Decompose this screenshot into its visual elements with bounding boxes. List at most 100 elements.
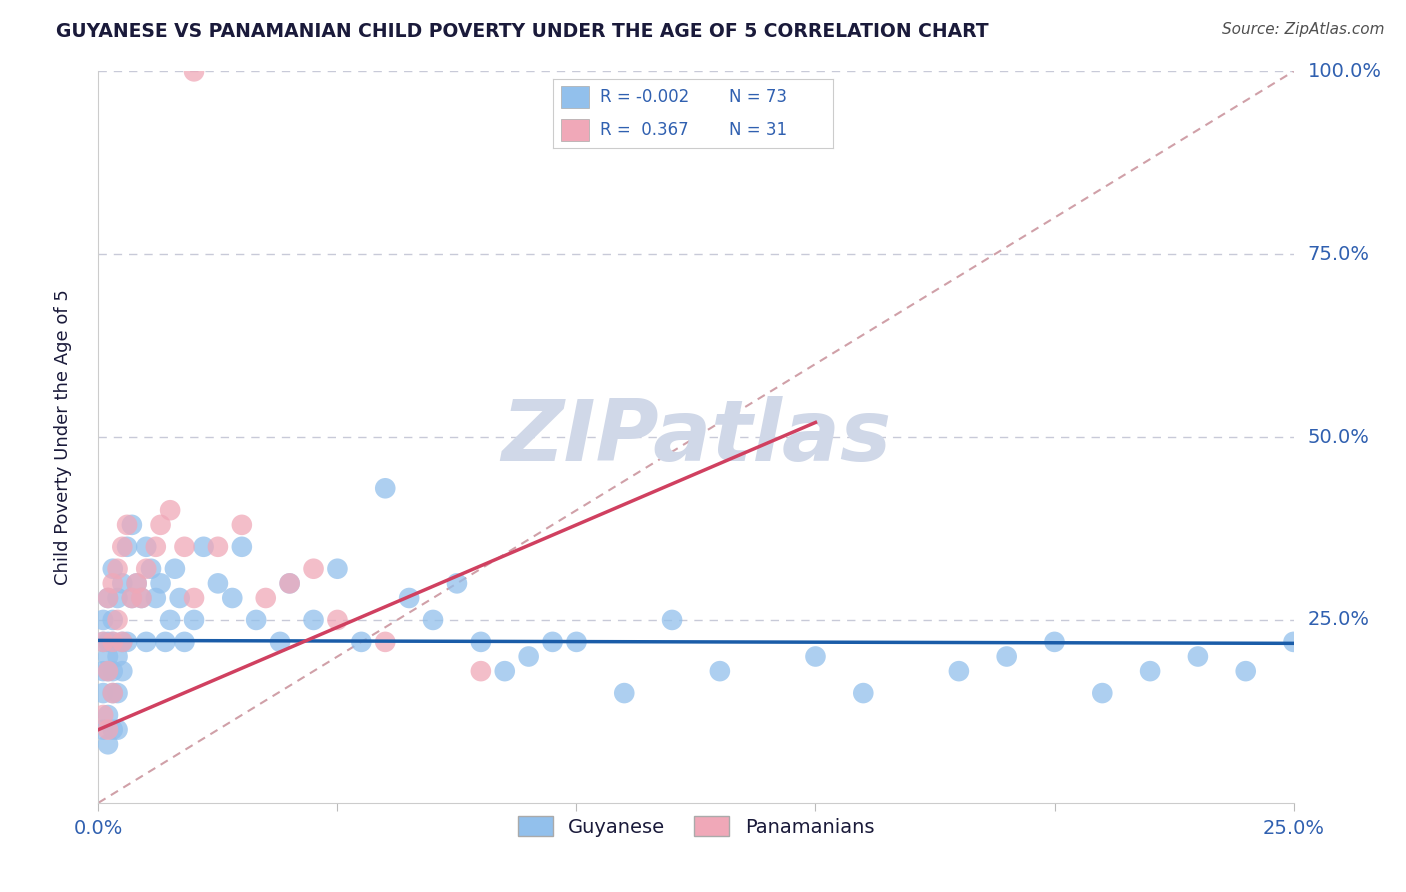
Point (470, 635, 492, 649)
Point (111, 635, 134, 649)
Point (91, 635, 114, 649)
Point (121, 517, 143, 532)
Point (852, 686, 875, 700)
Point (422, 613, 444, 627)
Y-axis label: Child Poverty Under the Age of 5: Child Poverty Under the Age of 5 (53, 289, 72, 585)
Point (101, 613, 124, 627)
Text: GUYANESE VS PANAMANIAN CHILD POVERTY UNDER THE AGE OF 5 CORRELATION CHART: GUYANESE VS PANAMANIAN CHILD POVERTY UND… (56, 22, 988, 41)
Point (254, 591, 277, 605)
Point (135, 540, 157, 554)
Point (159, 613, 181, 627)
Point (661, 613, 683, 627)
Point (1091, 686, 1114, 700)
Point (245, 613, 267, 627)
Point (149, 576, 172, 591)
Point (101, 562, 124, 576)
Point (121, 591, 143, 605)
Point (97, 723, 120, 737)
Point (101, 635, 124, 649)
Point (446, 576, 468, 591)
Point (398, 591, 420, 605)
Point (115, 635, 138, 649)
Point (145, 540, 167, 554)
Point (183, 591, 205, 605)
Point (135, 635, 157, 649)
Point (173, 540, 195, 554)
Point (163, 562, 186, 576)
Point (541, 635, 564, 649)
Point (115, 540, 138, 554)
Point (231, 540, 253, 554)
Point (159, 503, 181, 517)
Point (97, 708, 120, 723)
Point (111, 664, 134, 678)
Point (804, 649, 827, 664)
Point (91, 723, 114, 737)
Legend: Guyanese, Panamanians: Guyanese, Panamanians (510, 808, 882, 845)
Point (302, 613, 325, 627)
Point (91, 664, 114, 678)
Text: 75.0%: 75.0% (1308, 244, 1369, 264)
Point (155, 635, 177, 649)
Point (565, 635, 588, 649)
Point (221, 591, 243, 605)
Point (111, 576, 134, 591)
Point (101, 576, 124, 591)
Point (149, 517, 172, 532)
Point (231, 517, 253, 532)
Point (115, 517, 138, 532)
Point (183, 613, 205, 627)
Point (1043, 635, 1066, 649)
Point (709, 664, 731, 678)
Point (101, 664, 124, 678)
Point (169, 591, 191, 605)
Point (207, 540, 229, 554)
Point (374, 481, 396, 495)
Point (97, 635, 120, 649)
Point (517, 649, 540, 664)
Point (613, 686, 636, 700)
Point (97, 664, 120, 678)
Point (326, 613, 349, 627)
Point (125, 576, 148, 591)
Point (107, 649, 129, 664)
Point (111, 635, 134, 649)
Point (278, 576, 301, 591)
Point (101, 686, 124, 700)
Point (91, 708, 114, 723)
Point (101, 723, 124, 737)
Point (302, 562, 325, 576)
Point (139, 562, 162, 576)
Point (350, 635, 373, 649)
Point (173, 635, 195, 649)
Point (1139, 664, 1161, 678)
Text: ZIPatlas: ZIPatlas (501, 395, 891, 479)
Point (131, 591, 153, 605)
Text: 50.0%: 50.0% (1308, 427, 1369, 447)
Point (107, 562, 129, 576)
Point (1282, 635, 1305, 649)
Text: 100.0%: 100.0% (1308, 62, 1382, 81)
Point (374, 635, 396, 649)
Point (278, 576, 301, 591)
Point (101, 635, 124, 649)
Point (1234, 664, 1257, 678)
Point (470, 664, 492, 678)
Point (97, 591, 120, 605)
Text: 25.0%: 25.0% (1308, 610, 1369, 630)
Point (135, 562, 157, 576)
Point (207, 576, 229, 591)
Point (121, 591, 143, 605)
Point (97, 649, 120, 664)
Point (107, 591, 129, 605)
Point (91, 635, 114, 649)
Point (145, 591, 167, 605)
Point (101, 686, 124, 700)
Point (183, 64, 205, 78)
Point (948, 664, 970, 678)
Point (107, 613, 129, 627)
Point (131, 591, 153, 605)
Point (91, 686, 114, 700)
Point (97, 591, 120, 605)
Point (995, 649, 1018, 664)
